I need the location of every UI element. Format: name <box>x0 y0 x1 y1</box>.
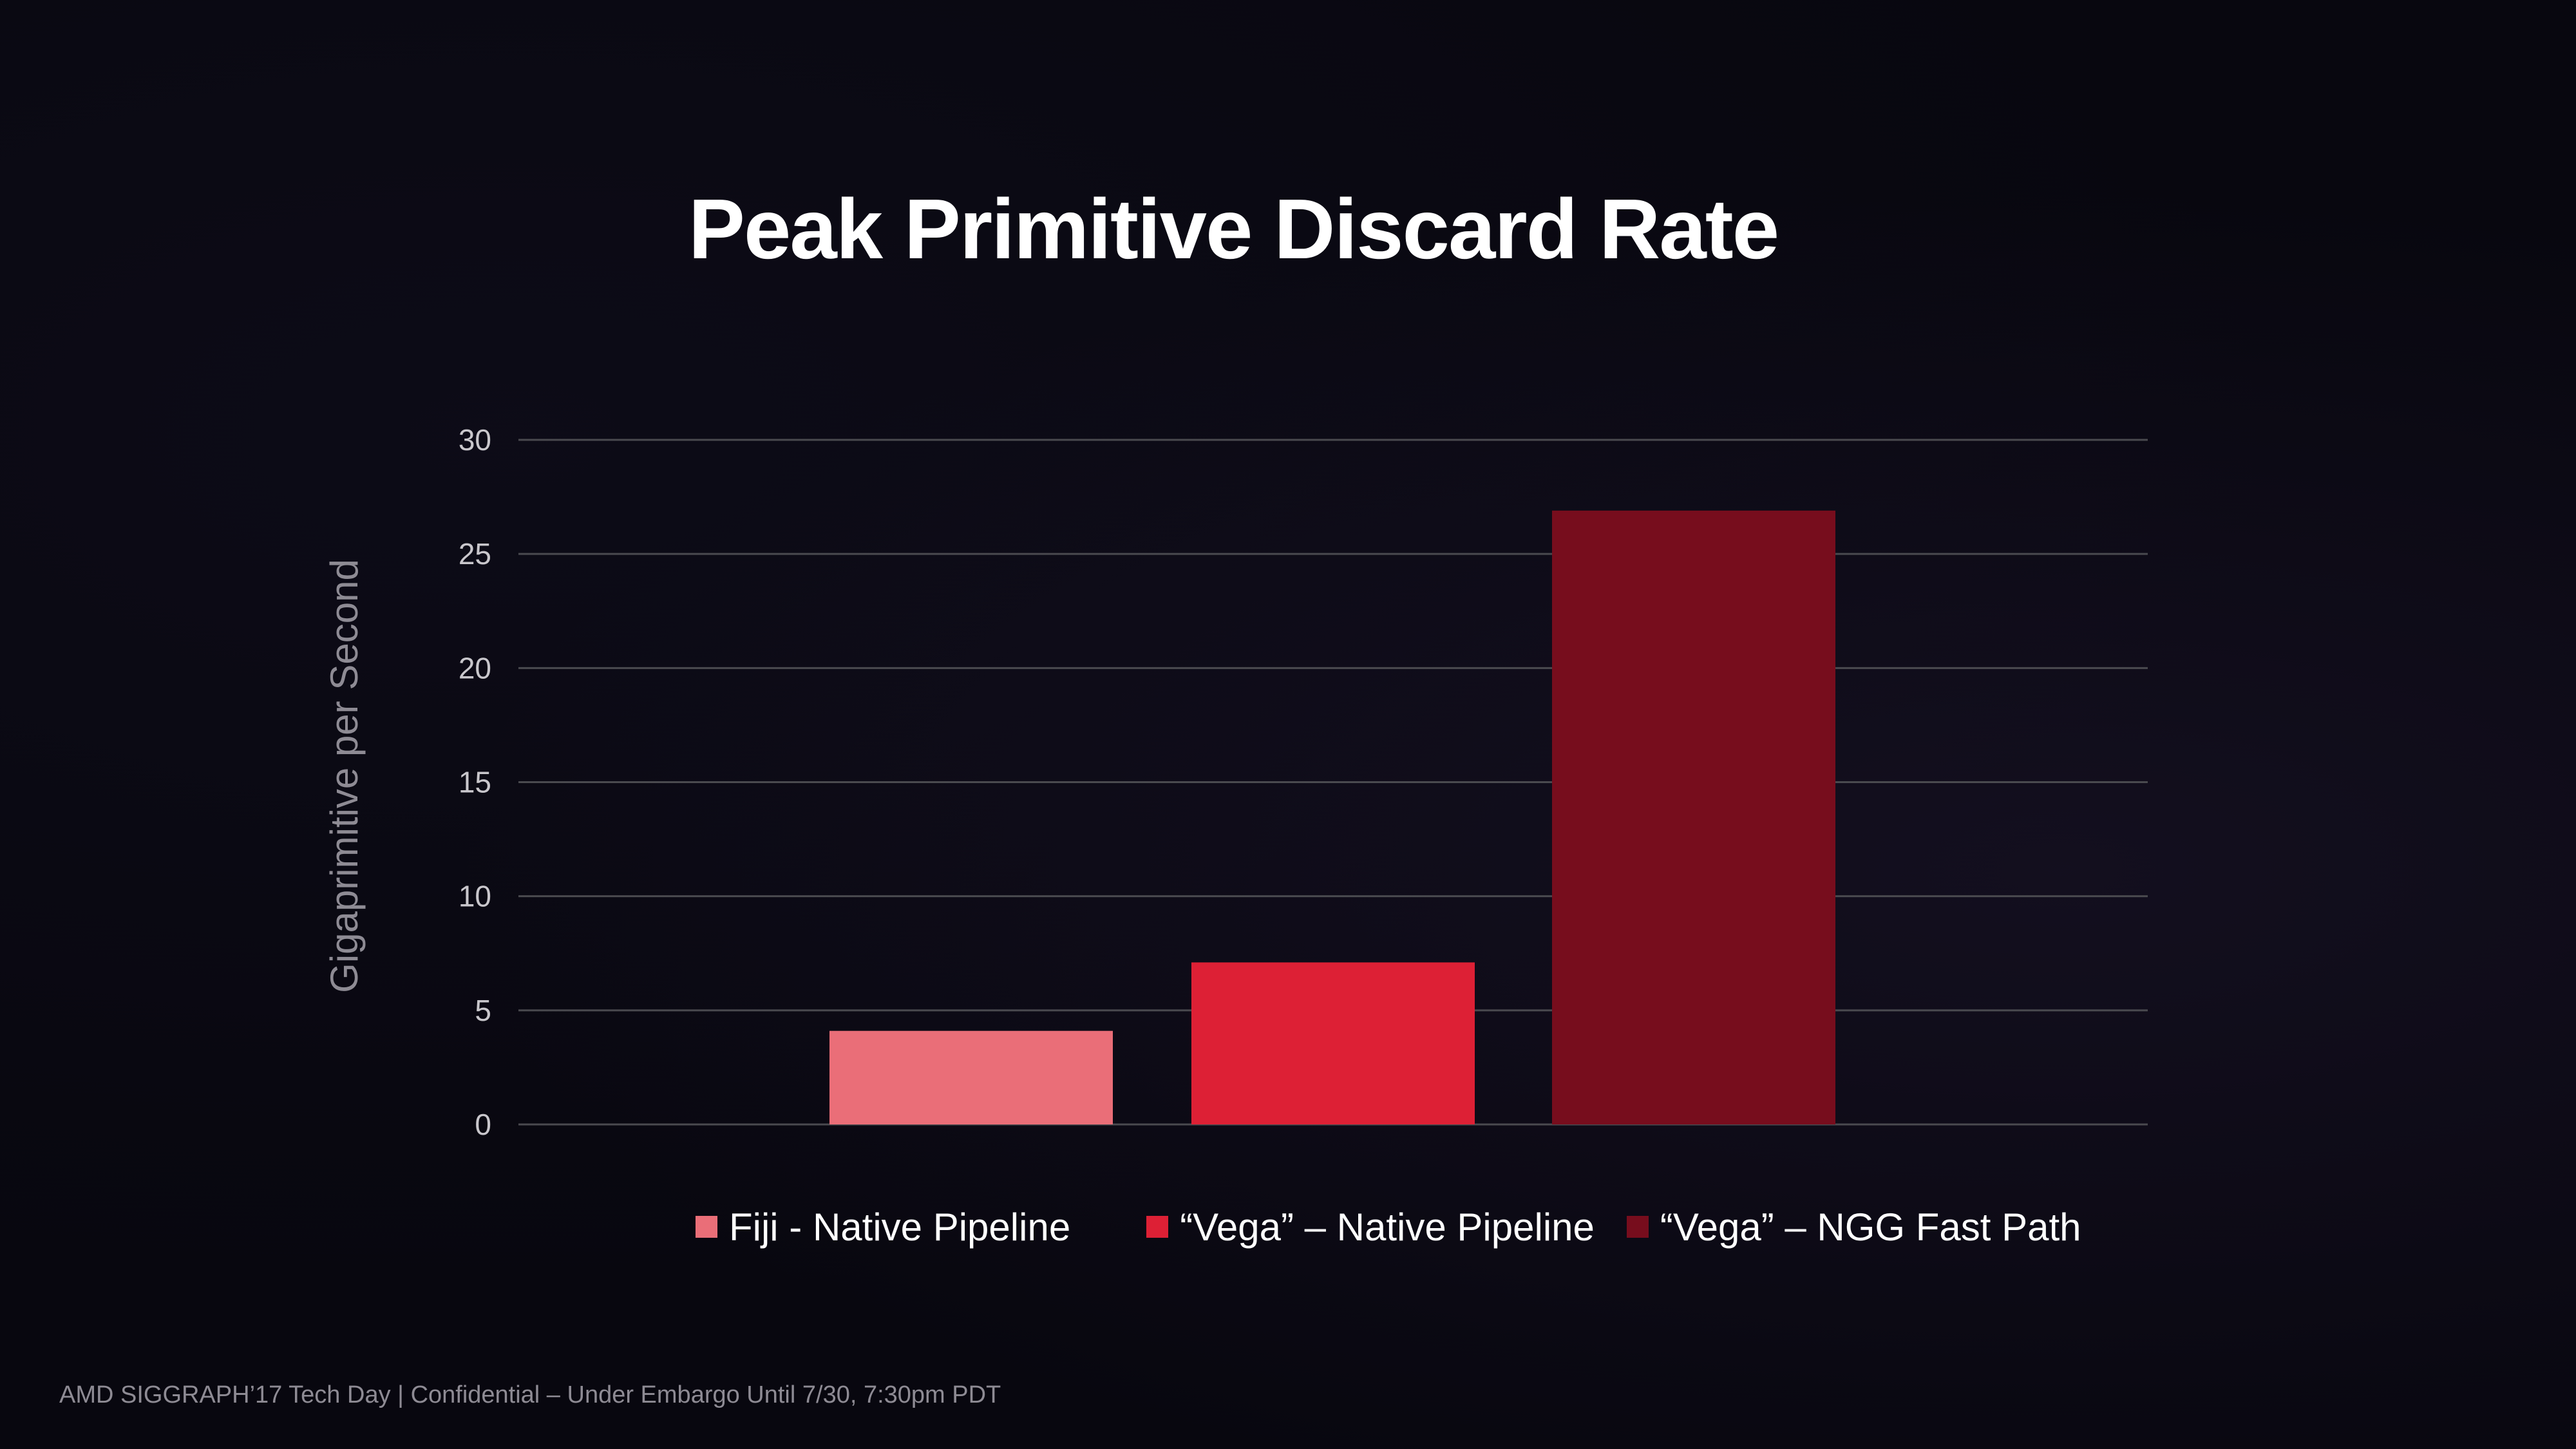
y-tick-label: 0 <box>475 1108 491 1141</box>
legend-item: “Vega” – Native Pipeline <box>1146 1195 1595 1259</box>
y-tick-label: 25 <box>459 537 491 571</box>
legend-label: “Vega” – Native Pipeline <box>1180 1205 1595 1249</box>
legend-item: “Vega” – NGG Fast Path <box>1626 1195 2081 1259</box>
y-tick-label: 30 <box>459 423 491 457</box>
legend-swatch <box>1626 1216 1649 1238</box>
y-tick-label: 5 <box>475 994 491 1027</box>
slide-title: Peak Primitive Discard Rate <box>688 182 1779 276</box>
bar-3 <box>1552 510 1835 1124</box>
bar-1 <box>829 1030 1113 1124</box>
legend-item: Fiji - Native Pipeline <box>696 1195 1070 1259</box>
y-tick-label: 10 <box>459 880 491 913</box>
chart-legend: Fiji - Native Pipeline “Vega” – Native Pi… <box>696 1195 2112 1259</box>
y-axis-label: Gigaprimitive per Second <box>323 559 366 993</box>
bar-2 <box>1191 962 1475 1124</box>
slide-footer: AMD SIGGRAPH’17 Tech Day | Confidential … <box>59 1381 1001 1408</box>
legend-swatch <box>696 1216 717 1238</box>
y-tick-label: 20 <box>459 651 491 685</box>
legend-label: “Vega” – NGG Fast Path <box>1660 1205 2081 1249</box>
y-tick-label: 15 <box>459 766 491 799</box>
legend-label: Fiji - Native Pipeline <box>729 1205 1071 1249</box>
legend-swatch <box>1146 1216 1169 1238</box>
